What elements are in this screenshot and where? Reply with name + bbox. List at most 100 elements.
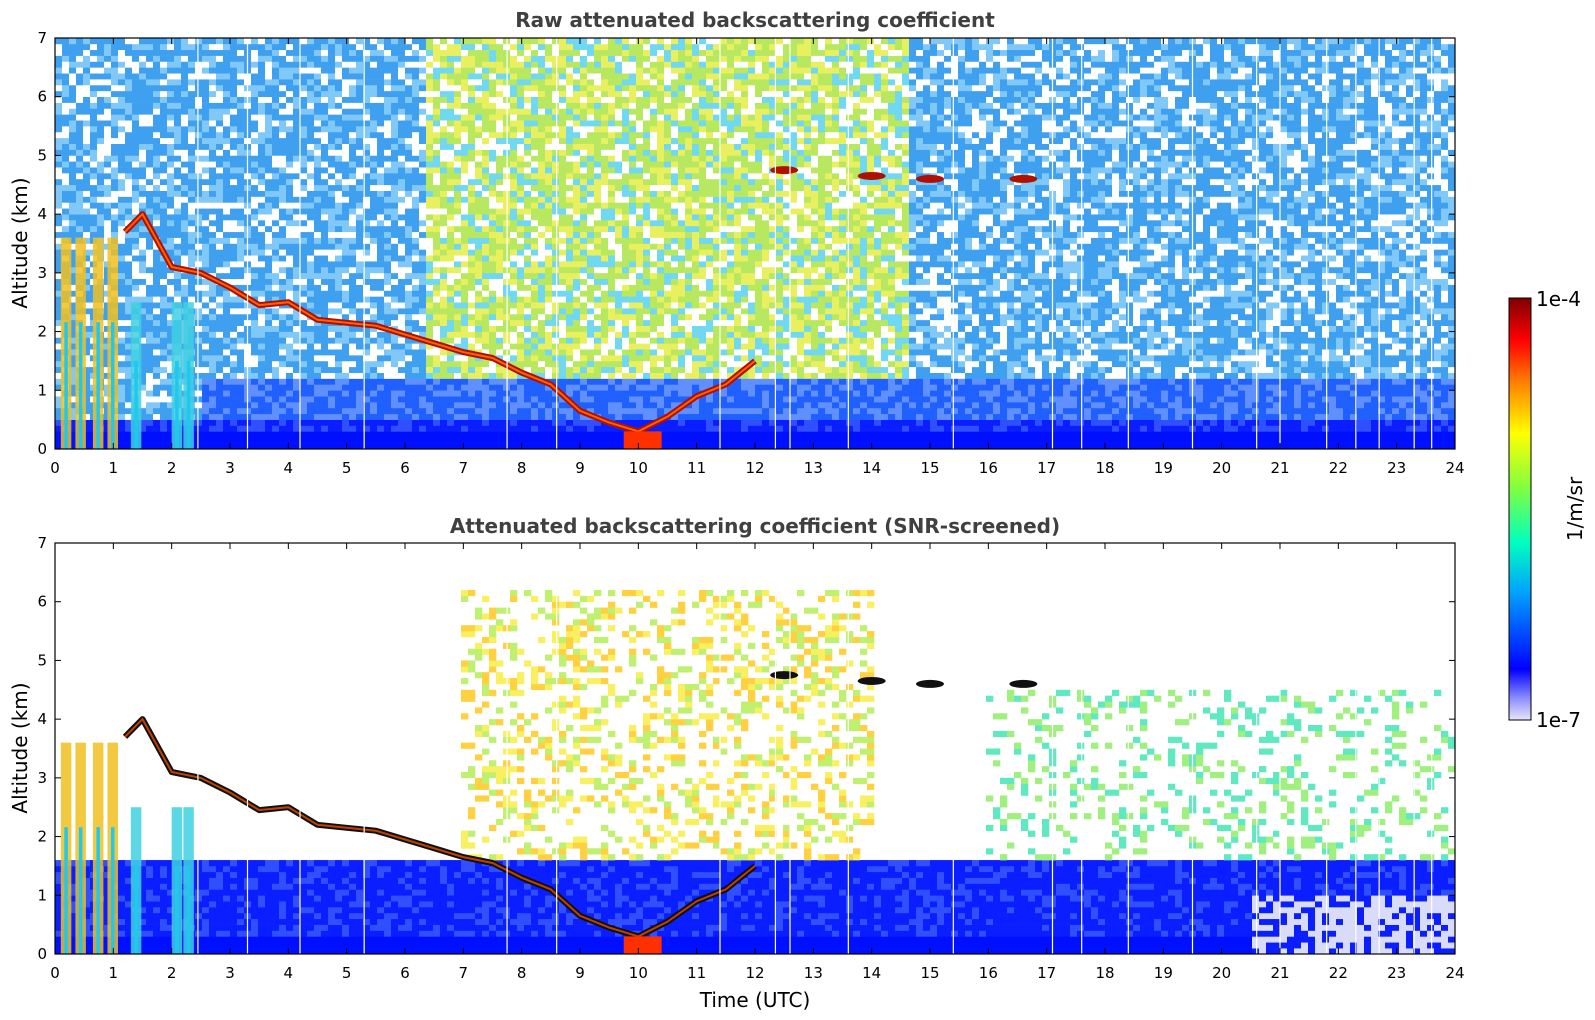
heatmap-cell — [440, 43, 448, 51]
heatmap-cell — [454, 84, 462, 92]
heatmap-cell — [146, 266, 154, 274]
heatmap-cell — [531, 208, 539, 215]
heatmap-cell — [279, 290, 287, 297]
heatmap-cell — [545, 173, 553, 180]
heatmap-cell — [335, 84, 343, 92]
heatmap-cell — [251, 90, 259, 98]
heatmap-cell — [482, 155, 490, 162]
heatmap-cell — [55, 184, 63, 191]
heatmap-cell — [398, 208, 406, 215]
heatmap-cell — [202, 331, 210, 338]
heatmap-cell — [216, 390, 224, 397]
heatmap-cell — [118, 137, 126, 144]
heatmap-cell — [363, 208, 371, 215]
heatmap-cell — [419, 278, 427, 285]
heatmap-cell — [510, 55, 518, 62]
heatmap-cell — [370, 96, 378, 103]
heatmap-cell — [286, 184, 294, 191]
heatmap-cell — [510, 178, 518, 186]
heatmap-cell — [132, 143, 140, 150]
heatmap-cell — [342, 131, 350, 139]
heatmap-cell — [468, 413, 476, 420]
heatmap-cell — [538, 149, 546, 156]
heatmap-cell — [482, 308, 490, 315]
heatmap-cell — [160, 208, 168, 215]
heatmap-cell — [230, 325, 238, 332]
heatmap-cell — [202, 261, 210, 268]
heatmap-cell — [265, 284, 273, 291]
heatmap-cell — [335, 243, 343, 250]
heatmap-cell — [209, 384, 217, 391]
heatmap-cell — [293, 131, 301, 139]
heatmap-cell — [300, 366, 308, 373]
heatmap-cell — [524, 413, 532, 420]
heatmap-cell — [447, 196, 455, 203]
heatmap-cell — [83, 120, 91, 127]
heatmap-cell — [328, 137, 336, 144]
heatmap-cell — [55, 102, 63, 109]
heatmap-cell — [426, 126, 434, 133]
heatmap-cell — [461, 61, 469, 68]
heatmap-cell — [440, 108, 448, 115]
heatmap-cell — [391, 413, 399, 420]
heatmap-cell — [300, 237, 308, 244]
heatmap-cell — [314, 302, 322, 309]
heatmap-cell — [265, 137, 273, 144]
heatmap-cell — [307, 431, 315, 438]
heatmap-cell — [153, 413, 161, 420]
heatmap-cell — [405, 178, 413, 186]
heatmap-cell — [286, 437, 294, 444]
heatmap-cell — [433, 196, 441, 203]
heatmap-cell — [370, 161, 378, 168]
heatmap-cell — [356, 431, 364, 438]
heatmap-cell — [209, 161, 217, 168]
heatmap-cell — [321, 79, 329, 86]
heatmap-cell — [475, 126, 483, 133]
heatmap-cell — [202, 425, 210, 432]
heatmap-cell — [489, 261, 497, 268]
heatmap-cell — [524, 108, 532, 115]
heatmap-cell — [510, 231, 518, 238]
heatmap-cell — [160, 308, 168, 315]
heatmap-cell — [97, 196, 105, 203]
heatmap-cell — [97, 190, 105, 197]
heatmap-cell — [153, 61, 161, 68]
heatmap-cell — [524, 143, 532, 150]
heatmap-cell — [188, 131, 196, 139]
heatmap-cell — [356, 114, 364, 121]
heatmap-cell — [62, 155, 70, 162]
heatmap-cell — [454, 331, 462, 338]
heatmap-cell — [146, 372, 154, 379]
heatmap-cell — [132, 102, 140, 109]
heatmap-cell — [405, 102, 413, 109]
heatmap-cell — [125, 384, 133, 391]
heatmap-cell — [377, 284, 385, 291]
heatmap-cell — [83, 378, 91, 385]
heatmap-cell — [405, 443, 413, 449]
heatmap-cell — [55, 190, 63, 197]
heatmap-cell — [111, 79, 119, 86]
heatmap-cell — [328, 73, 336, 80]
heatmap-cell — [125, 114, 133, 121]
heatmap-cell — [356, 384, 364, 391]
heatmap-cell — [272, 114, 280, 121]
heatmap-cell — [188, 290, 196, 297]
heatmap-cell — [202, 413, 210, 420]
heatmap-cell — [552, 443, 560, 449]
heatmap-cell — [468, 384, 476, 391]
heatmap-cell — [398, 343, 406, 350]
heatmap-cell — [447, 372, 455, 379]
heatmap-cell — [489, 214, 497, 221]
heatmap-cell — [181, 155, 189, 162]
heatmap-cell — [510, 38, 518, 45]
heatmap-cell — [216, 208, 224, 215]
heatmap-cell — [251, 143, 259, 150]
heatmap-cell — [258, 49, 266, 56]
heatmap-cell — [531, 349, 539, 356]
heatmap-cell — [125, 137, 133, 144]
heatmap-cell — [328, 402, 336, 409]
heatmap-cell — [83, 372, 91, 379]
heatmap-cell — [251, 349, 259, 356]
heatmap-cell — [377, 155, 385, 162]
heatmap-cell — [251, 55, 259, 62]
